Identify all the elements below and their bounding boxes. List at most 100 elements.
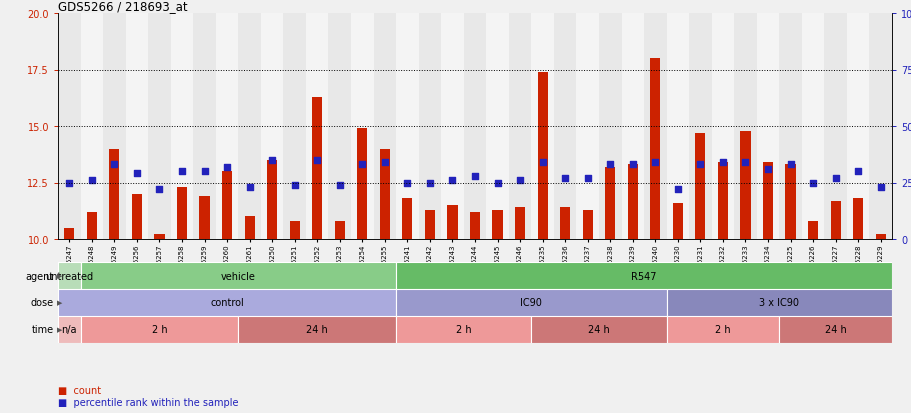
Text: 2 h: 2 h (714, 325, 730, 335)
Bar (216, 14, 238, 240)
Bar (469, 212, 479, 240)
Text: 24 h: 24 h (588, 325, 609, 335)
Text: dose: dose (30, 298, 54, 308)
Bar (492, 210, 502, 240)
Bar (80, 316, 238, 343)
Bar (221, 172, 232, 240)
Bar (763, 163, 773, 240)
Bar (58, 262, 80, 289)
Bar (425, 210, 435, 240)
Text: ■  percentile rank within the sample: ■ percentile rank within the sample (58, 397, 239, 407)
Bar (126, 14, 148, 240)
Point (692, 162, 707, 169)
Bar (643, 14, 666, 240)
Bar (824, 14, 846, 240)
Bar (582, 210, 592, 240)
Bar (441, 14, 463, 240)
Bar (154, 235, 164, 240)
Bar (650, 59, 660, 240)
Point (354, 162, 369, 169)
Text: 3 x IC90: 3 x IC90 (759, 298, 798, 308)
Bar (756, 14, 778, 240)
Bar (132, 195, 142, 240)
Bar (374, 14, 395, 240)
Bar (312, 97, 322, 240)
Bar (418, 14, 441, 240)
Bar (531, 316, 666, 343)
Bar (627, 165, 637, 240)
Point (107, 162, 121, 169)
Bar (103, 14, 126, 240)
Bar (801, 14, 824, 240)
Bar (868, 14, 891, 240)
Bar (576, 14, 599, 240)
Point (760, 166, 774, 173)
Bar (64, 228, 75, 240)
Bar (148, 14, 170, 240)
Bar (447, 206, 457, 240)
Point (85, 178, 99, 184)
Point (175, 169, 189, 175)
Bar (244, 217, 254, 240)
Bar (328, 14, 351, 240)
Bar (395, 289, 666, 316)
Bar (200, 197, 210, 240)
Bar (666, 289, 891, 316)
Point (467, 173, 482, 180)
Bar (620, 14, 643, 240)
Text: IC90: IC90 (520, 298, 542, 308)
Point (648, 159, 662, 166)
Text: control: control (210, 298, 243, 308)
Bar (846, 14, 868, 240)
Point (850, 169, 865, 175)
Bar (193, 14, 216, 240)
Point (783, 162, 797, 169)
Point (805, 180, 820, 186)
Bar (238, 316, 395, 343)
Bar (666, 14, 689, 240)
Bar (305, 14, 328, 240)
Point (715, 159, 730, 166)
Text: 24 h: 24 h (824, 325, 845, 335)
Text: R547: R547 (630, 271, 656, 281)
Text: vehicle: vehicle (220, 271, 255, 281)
Text: ▶: ▶ (57, 273, 62, 279)
Bar (267, 161, 277, 240)
Bar (778, 316, 891, 343)
Bar (395, 262, 891, 289)
Bar (852, 199, 863, 240)
Point (827, 175, 842, 182)
Point (197, 169, 211, 175)
Bar (733, 14, 756, 240)
Point (264, 157, 279, 164)
Bar (58, 14, 80, 240)
Bar (711, 14, 733, 240)
Text: n/a: n/a (61, 325, 77, 335)
Bar (177, 188, 187, 240)
Point (310, 157, 324, 164)
Point (422, 180, 436, 186)
Bar (553, 14, 576, 240)
Bar (395, 316, 531, 343)
Point (445, 178, 459, 184)
Bar (379, 149, 390, 240)
Point (873, 184, 887, 191)
Point (220, 164, 234, 171)
Point (670, 187, 684, 193)
Bar (463, 14, 486, 240)
Bar (261, 14, 283, 240)
Bar (351, 14, 374, 240)
Text: 2 h: 2 h (151, 325, 167, 335)
Bar (395, 14, 418, 240)
Bar (666, 316, 778, 343)
Bar (515, 208, 525, 240)
Bar (508, 14, 531, 240)
Point (62, 180, 77, 186)
Point (490, 180, 505, 186)
Bar (486, 14, 508, 240)
Bar (784, 165, 794, 240)
Point (287, 182, 302, 189)
Text: ▶: ▶ (57, 300, 62, 306)
Point (400, 180, 415, 186)
Bar (807, 221, 817, 240)
